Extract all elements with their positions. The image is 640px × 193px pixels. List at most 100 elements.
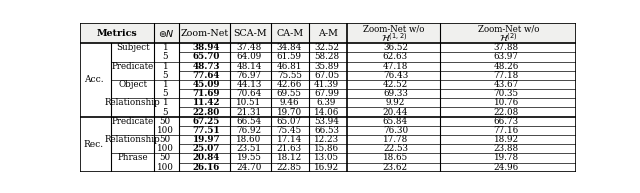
Text: 17.14: 17.14 — [276, 135, 302, 144]
Text: 48.73: 48.73 — [193, 62, 220, 71]
Text: 76.97: 76.97 — [236, 71, 262, 80]
Text: 77.51: 77.51 — [193, 126, 220, 135]
Text: 20.84: 20.84 — [193, 153, 220, 163]
Text: 65.84: 65.84 — [383, 117, 408, 126]
Text: 35.89: 35.89 — [314, 62, 339, 71]
Text: 43.67: 43.67 — [493, 80, 519, 89]
Text: 1: 1 — [163, 80, 168, 89]
Text: Zoom-Net w/o: Zoom-Net w/o — [477, 24, 539, 33]
Text: 37.88: 37.88 — [493, 43, 519, 52]
Text: 23.88: 23.88 — [493, 144, 519, 153]
Text: 9.46: 9.46 — [280, 98, 299, 107]
Text: 15.86: 15.86 — [314, 144, 339, 153]
Text: 19.97: 19.97 — [193, 135, 220, 144]
Text: Metrics: Metrics — [97, 29, 137, 38]
Text: 21.31: 21.31 — [236, 108, 262, 117]
Text: 18.60: 18.60 — [236, 135, 262, 144]
Text: 69.55: 69.55 — [277, 89, 301, 98]
Text: Object: Object — [118, 80, 147, 89]
Text: 44.13: 44.13 — [236, 80, 262, 89]
Text: 66.54: 66.54 — [236, 117, 262, 126]
Text: 25.07: 25.07 — [193, 144, 220, 153]
Text: 67.25: 67.25 — [193, 117, 220, 126]
Text: $\circledast N$: $\circledast N$ — [158, 28, 175, 39]
Text: 16.92: 16.92 — [314, 163, 339, 172]
Text: 71.69: 71.69 — [193, 89, 220, 98]
Text: Zoom-Net w/o: Zoom-Net w/o — [363, 24, 424, 33]
Text: Acc.: Acc. — [84, 75, 104, 84]
Text: 5: 5 — [163, 89, 168, 98]
Text: 21.63: 21.63 — [276, 144, 302, 153]
Text: CA-M: CA-M — [276, 29, 303, 38]
Text: 19.70: 19.70 — [276, 108, 302, 117]
Text: 23.62: 23.62 — [383, 163, 408, 172]
Text: 62.63: 62.63 — [383, 52, 408, 61]
Text: 67.99: 67.99 — [314, 89, 339, 98]
Text: 67.05: 67.05 — [314, 71, 339, 80]
Text: 75.45: 75.45 — [276, 126, 302, 135]
Text: 50: 50 — [160, 117, 171, 126]
Text: 32.52: 32.52 — [314, 43, 339, 52]
Text: 37.48: 37.48 — [236, 43, 262, 52]
Text: 65.70: 65.70 — [193, 52, 220, 61]
Text: Subject: Subject — [116, 43, 150, 52]
Text: 46.81: 46.81 — [276, 62, 302, 71]
Text: 14.06: 14.06 — [314, 108, 339, 117]
Text: 61.59: 61.59 — [276, 52, 301, 61]
Text: 22.53: 22.53 — [383, 144, 408, 153]
Text: 48.14: 48.14 — [236, 62, 262, 71]
Text: Predicate: Predicate — [111, 117, 154, 126]
Text: 22.80: 22.80 — [193, 108, 220, 117]
Text: 18.12: 18.12 — [276, 153, 302, 163]
Text: 42.66: 42.66 — [276, 80, 302, 89]
Text: 38.94: 38.94 — [193, 43, 220, 52]
Text: 5: 5 — [163, 108, 168, 117]
Text: 100: 100 — [157, 126, 173, 135]
Text: Relationship: Relationship — [105, 98, 161, 107]
Text: $\mathcal{H}^{(2)}$: $\mathcal{H}^{(2)}$ — [499, 31, 518, 44]
Text: Relationship: Relationship — [105, 135, 161, 144]
Text: 1: 1 — [163, 98, 168, 107]
Text: 64.09: 64.09 — [236, 52, 262, 61]
Text: 24.70: 24.70 — [236, 163, 262, 172]
Text: 24.96: 24.96 — [493, 163, 519, 172]
Text: 9.92: 9.92 — [386, 98, 405, 107]
Text: Predicate: Predicate — [111, 62, 154, 71]
Text: 66.73: 66.73 — [493, 117, 519, 126]
Text: 70.35: 70.35 — [493, 89, 519, 98]
Text: 70.64: 70.64 — [236, 89, 262, 98]
Text: $\mathcal{H}^{(1,2)}$: $\mathcal{H}^{(1,2)}$ — [381, 31, 407, 44]
Text: 36.52: 36.52 — [383, 43, 408, 52]
Text: 19.78: 19.78 — [493, 153, 519, 163]
Text: 66.53: 66.53 — [314, 126, 339, 135]
Text: 50: 50 — [160, 153, 171, 163]
Text: 20.44: 20.44 — [383, 108, 408, 117]
Text: 19.55: 19.55 — [237, 153, 261, 163]
Text: 22.85: 22.85 — [276, 163, 302, 172]
Text: 6.39: 6.39 — [317, 98, 336, 107]
Text: Rec.: Rec. — [84, 140, 104, 149]
Text: 77.16: 77.16 — [493, 126, 519, 135]
Text: 77.64: 77.64 — [193, 71, 220, 80]
Text: 76.92: 76.92 — [236, 126, 262, 135]
Text: 5: 5 — [163, 52, 168, 61]
Text: 18.65: 18.65 — [383, 153, 408, 163]
Text: 48.26: 48.26 — [493, 62, 519, 71]
Bar — [80, 23, 576, 43]
Text: 50: 50 — [160, 135, 171, 144]
Text: 47.18: 47.18 — [383, 62, 408, 71]
Text: 34.84: 34.84 — [276, 43, 302, 52]
Text: Phrase: Phrase — [117, 153, 148, 163]
Text: 10.76: 10.76 — [493, 98, 519, 107]
Text: 58.28: 58.28 — [314, 52, 339, 61]
Text: SCA-M: SCA-M — [234, 29, 268, 38]
Text: 17.78: 17.78 — [383, 135, 408, 144]
Text: 18.92: 18.92 — [493, 135, 519, 144]
Text: A-M: A-M — [318, 29, 338, 38]
Text: 77.18: 77.18 — [493, 71, 519, 80]
Text: 53.94: 53.94 — [314, 117, 339, 126]
Text: 12.23: 12.23 — [314, 135, 339, 144]
Text: 11.42: 11.42 — [193, 98, 220, 107]
Text: 10.51: 10.51 — [236, 98, 262, 107]
Text: 23.51: 23.51 — [236, 144, 262, 153]
